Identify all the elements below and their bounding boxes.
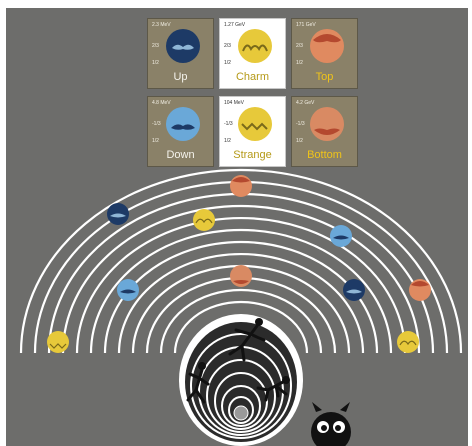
mass-label: 1.27 GeV	[224, 22, 246, 28]
bottom-quark-ball-icon	[230, 265, 252, 287]
down-quark-icon	[166, 107, 200, 141]
up-quark-ball-icon	[343, 279, 365, 301]
spin-label: 1/2	[224, 60, 231, 66]
quark-name: Charm	[235, 71, 269, 83]
strange-quark-ball-icon	[47, 331, 69, 353]
down-quark-ball-icon	[330, 225, 352, 247]
quark-card-charm[interactable]: 1.27 GeV 2/3 1/2 Charm	[219, 18, 286, 89]
spin-label: 1/2	[152, 60, 159, 66]
mass-label: 2.3 MeV	[152, 22, 171, 28]
quark-card-top[interactable]: 171 GeV 2/3 1/2 Top	[291, 18, 358, 89]
mass-label: 104 MeV	[224, 100, 245, 106]
charm-quark-ball-icon	[397, 331, 419, 353]
falling-figures	[186, 318, 290, 404]
quark-card-grid: 2.3 MeV 2/3 1/2 Up 1.27 GeV 2/3 1/2 Char…	[147, 18, 359, 170]
charge-label: -1/3	[224, 121, 233, 127]
quark-balls	[47, 175, 431, 353]
up-quark-ball-icon	[107, 203, 129, 225]
top-quark-ball-icon	[409, 279, 431, 301]
mass-label: 171 GeV	[296, 22, 316, 28]
falling-figure-top	[228, 318, 266, 362]
mass-label: 4.2 GeV	[296, 100, 315, 106]
spin-label: 1/2	[296, 138, 303, 144]
quark-name: Bottom	[307, 149, 342, 161]
quark-card-strange[interactable]: 104 MeV -1/3 1/2 Strange	[219, 96, 286, 167]
orbit-scene	[19, 168, 463, 446]
quark-name: Top	[315, 71, 334, 83]
charge-label: 2/3	[296, 43, 303, 49]
charm-quark-icon	[238, 29, 272, 63]
top-quark-ball-icon	[230, 175, 252, 197]
creature-icon	[311, 402, 351, 446]
down-quark-ball-icon	[117, 279, 139, 301]
quark-name: Up	[173, 71, 188, 83]
quark-name: Down	[166, 149, 195, 161]
charge-label: 2/3	[224, 43, 231, 49]
falling-figure-right	[256, 376, 290, 402]
spin-label: 1/2	[296, 60, 303, 66]
spin-label: 1/2	[224, 138, 231, 144]
charge-label: 2/3	[152, 43, 159, 49]
falling-figure-left	[186, 362, 210, 404]
quark-card-up[interactable]: 2.3 MeV 2/3 1/2 Up	[147, 18, 214, 89]
mass-label: 4.8 MeV	[152, 100, 171, 106]
quark-card-down[interactable]: 4.8 MeV -1/3 1/2 Down	[147, 96, 214, 167]
quark-name: Strange	[233, 149, 272, 161]
quark-card-bottom[interactable]: 4.2 GeV -1/3 1/2 Bottom	[291, 96, 358, 167]
charm-quark-ball-icon	[193, 209, 215, 231]
bottom-quark-icon	[310, 107, 344, 141]
strange-quark-icon	[238, 107, 272, 141]
spin-label: 1/2	[152, 138, 159, 144]
illustration-canvas: 2.3 MeV 2/3 1/2 Up 1.27 GeV 2/3 1/2 Char…	[6, 8, 468, 446]
vortex-funnel	[179, 314, 303, 446]
top-quark-icon	[310, 29, 344, 63]
up-quark-icon	[166, 29, 200, 63]
charge-label: -1/3	[296, 121, 305, 127]
charge-label: -1/3	[152, 121, 161, 127]
